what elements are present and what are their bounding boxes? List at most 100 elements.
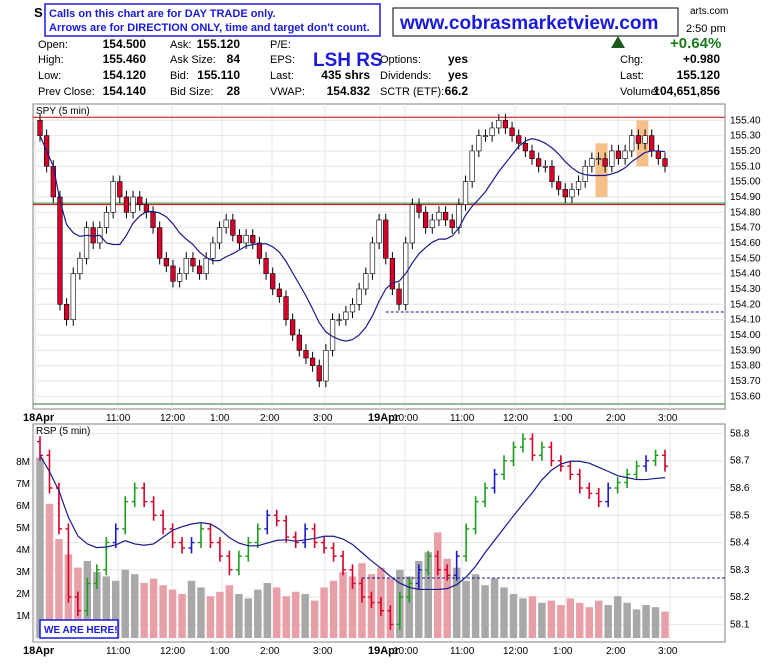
spy-candle	[635, 135, 642, 144]
spy-candle	[210, 242, 216, 259]
spy-x-tick: 11:00	[106, 413, 131, 424]
spy-y-tick: 154.70	[730, 223, 761, 234]
spy-candle	[502, 119, 509, 129]
info-label: High:	[38, 54, 64, 66]
volume-bar	[519, 598, 527, 638]
volume-bar	[433, 532, 442, 638]
spy-candle	[356, 288, 362, 305]
spy-candle	[349, 304, 356, 313]
volume-tick: 8M	[16, 457, 30, 468]
spy-candle	[529, 150, 535, 159]
spy-plot-frame	[32, 103, 726, 410]
volume-tick: 7M	[16, 479, 30, 490]
rsp-x-tick: 2:00	[606, 646, 626, 657]
info-value: 104,651,856	[653, 84, 720, 98]
spy-candle	[409, 204, 415, 244]
notice-line2: Arrows are for DIRECTION ONLY, time and …	[49, 22, 370, 34]
highlight-zone	[595, 143, 608, 197]
volume-bar	[462, 580, 470, 638]
spy-y-tick: 153.60	[730, 391, 761, 402]
spy-candle	[170, 265, 176, 282]
spy-candle	[609, 150, 615, 167]
info-label: Ask Size:	[170, 54, 216, 66]
spy-candle	[482, 135, 489, 137]
volume-bar	[405, 576, 414, 638]
spy-x-tick: 19Apr	[368, 412, 400, 424]
spy-candle	[569, 188, 575, 198]
volume-tick: 2M	[16, 589, 30, 600]
rsp-x-tick: 12:00	[503, 646, 528, 657]
spy-candle	[343, 311, 349, 320]
volume-bar	[291, 591, 300, 638]
rsp-title: RSP (5 min)	[36, 426, 90, 437]
pct-change: +0.64%	[670, 35, 721, 52]
volume-bar	[557, 605, 565, 638]
volume-bar	[168, 589, 177, 638]
spy-y-tick: 154.30	[730, 284, 761, 295]
spy-candle	[336, 319, 342, 321]
spy-y-tick: 155.10	[730, 161, 761, 172]
url-box	[392, 7, 679, 37]
spy-x-tick: 3:00	[658, 413, 678, 424]
spy-candle	[309, 357, 316, 366]
rsp-x-tick: 3:00	[313, 646, 333, 657]
spy-candle	[423, 211, 429, 228]
up-triangle-icon	[611, 36, 625, 48]
spy-candle	[476, 135, 482, 152]
spy-candle	[236, 234, 243, 244]
spy-candle	[77, 258, 83, 274]
spy-candle	[363, 273, 369, 290]
spy-candle	[83, 227, 90, 259]
spy-y-tick: 154.80	[730, 207, 761, 218]
volume-bar	[206, 596, 215, 638]
info-value: 66.2	[445, 84, 469, 98]
header: S arts.com 2:50 pm +0.64% Calls on this …	[34, 3, 728, 98]
spy-candle	[655, 150, 661, 159]
spy-candle	[589, 158, 595, 167]
volume-bar	[187, 580, 196, 638]
rsp-x-tick: 11:00	[106, 646, 131, 657]
info-value: 155.120	[197, 37, 241, 51]
spy-candle	[243, 234, 249, 244]
info-value: 84	[227, 52, 241, 66]
spy-candle	[63, 304, 70, 320]
spy-y-tick: 154.20	[730, 299, 761, 310]
info-value: 155.110	[197, 68, 240, 82]
info-value: yes	[448, 52, 468, 66]
spy-candle	[290, 319, 296, 336]
volume-bar	[623, 602, 631, 638]
spy-candle	[223, 219, 229, 228]
volume-tick: 5M	[16, 523, 30, 534]
spy-candle	[389, 258, 396, 290]
volume-bar	[632, 609, 641, 638]
rsp-x-tick: 1:00	[553, 646, 573, 657]
spy-candle	[57, 196, 63, 305]
volume-tick: 4M	[16, 545, 30, 556]
spy-y-tick: 154.40	[730, 269, 761, 280]
spy-y-tick: 154.00	[730, 330, 761, 341]
notice-box	[44, 3, 381, 37]
info-label: Bid Size:	[170, 86, 213, 98]
info-value: yes	[448, 68, 468, 82]
spy-y-tick: 153.80	[730, 361, 761, 372]
we-are-here-badge	[39, 619, 119, 639]
info-value: 28	[227, 84, 241, 98]
spy-candle	[383, 219, 389, 259]
rsp-x-tick: 18Apr	[23, 645, 55, 657]
volume-bar	[481, 585, 489, 638]
rsp-x-tick: 3:00	[658, 646, 678, 657]
volume-bar	[538, 602, 546, 638]
volume-bar	[225, 585, 234, 638]
spy-x-tick: 3:00	[313, 413, 333, 424]
volume-bar	[509, 594, 518, 638]
info-label: Last:	[270, 70, 294, 82]
info-value: 154.832	[327, 84, 371, 98]
spy-candle	[283, 296, 289, 320]
site-url[interactable]: www.cobrasmarketview.com	[399, 13, 658, 34]
rsp-y-tick: 58.8	[730, 428, 750, 439]
volume-bar	[320, 587, 328, 638]
info-label: Prev Close:	[38, 86, 95, 98]
spy-candle	[496, 119, 502, 129]
info-label: SCTR (ETF):	[380, 86, 444, 98]
spy-candle	[177, 273, 183, 282]
